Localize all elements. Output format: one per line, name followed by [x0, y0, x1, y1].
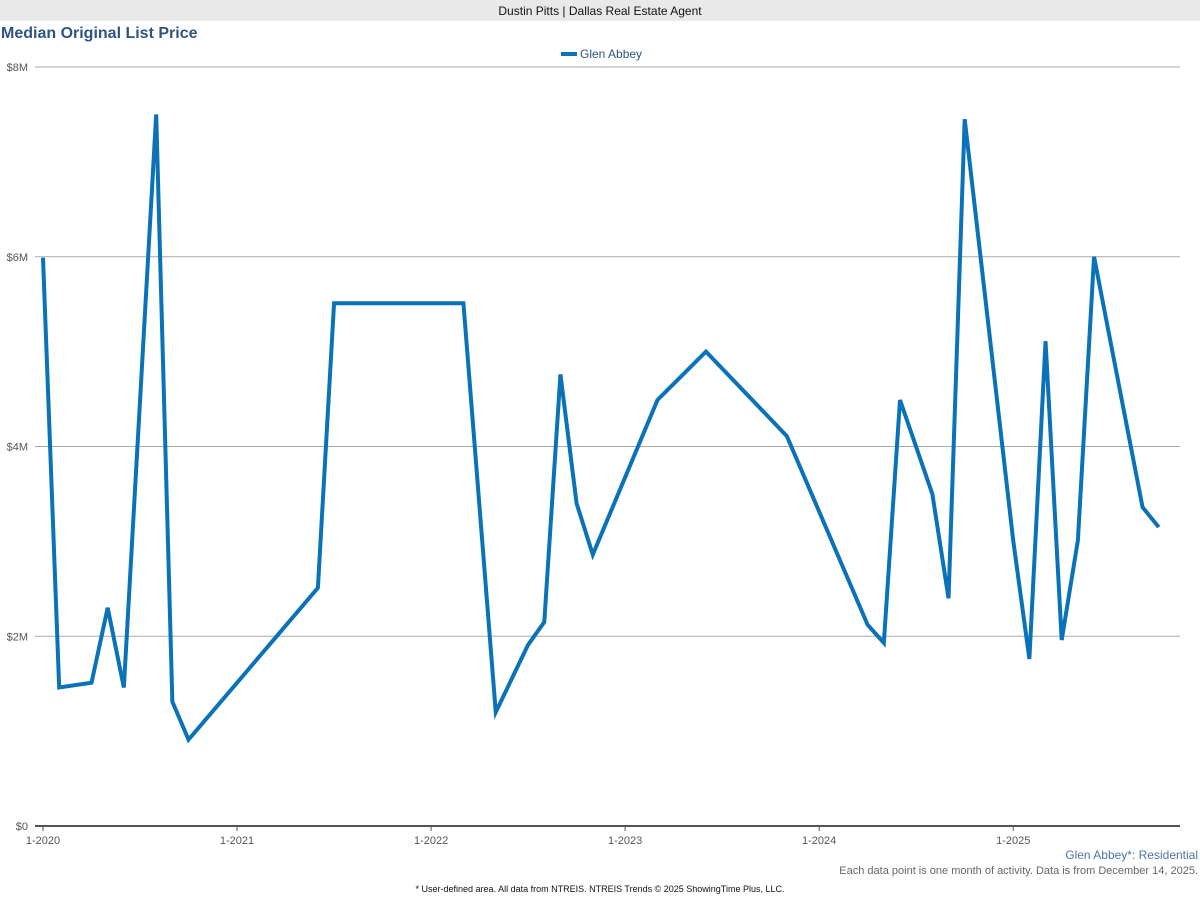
- disclaimer: * User-defined area. All data from NTREI…: [415, 884, 785, 894]
- data-note: Each data point is one month of activity…: [839, 865, 1198, 877]
- x-tick-label: 1-2020: [26, 835, 60, 847]
- x-tick-label: 1-2022: [414, 835, 448, 847]
- chart-title: Median Original List Price: [1, 25, 198, 42]
- y-tick-label: $8M: [7, 62, 28, 74]
- y-tick-label: $6M: [7, 252, 28, 264]
- x-tick-label: 1-2025: [996, 835, 1030, 847]
- legend-label: Glen Abbey: [580, 47, 642, 61]
- x-tick-label: 1-2021: [220, 835, 254, 847]
- y-tick-label: $4M: [7, 442, 28, 454]
- y-tick-label: $0: [16, 821, 28, 833]
- header-bar: Dustin Pitts | Dallas Real Estate Agent: [0, 0, 1200, 21]
- y-tick-label: $2M: [7, 631, 28, 643]
- area-label: Glen Abbey*: Residential: [1065, 848, 1198, 862]
- series-line-glen-abbey: [41, 114, 1161, 744]
- x-tick-label: 1-2024: [802, 835, 836, 847]
- x-tick-label: 1-2023: [608, 835, 642, 847]
